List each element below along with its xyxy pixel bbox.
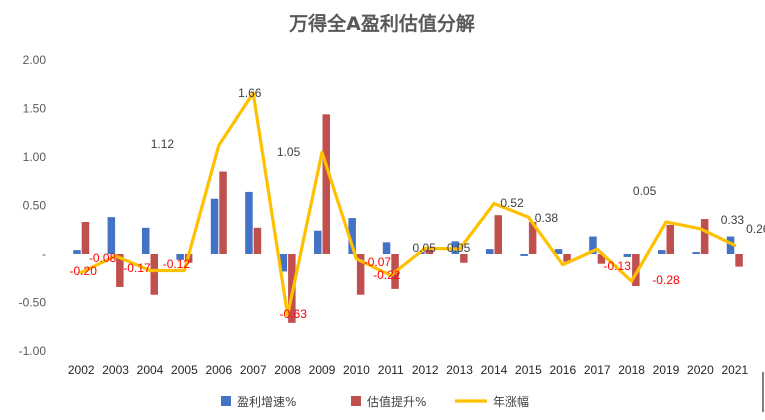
x-tick-label: 2019 — [653, 363, 680, 377]
data-label: -0.63 — [280, 307, 308, 321]
earnings-growth-bar — [142, 227, 150, 254]
data-label: 0.38 — [535, 211, 559, 225]
earnings-growth-bar — [279, 254, 288, 272]
data-label: 0.05 — [413, 241, 437, 255]
y-tick-label: 1.00 — [23, 150, 47, 164]
legend-label: 年涨幅 — [493, 394, 529, 409]
line-series-group — [79, 91, 737, 317]
data-label: -0.20 — [70, 264, 98, 278]
x-tick-label: 2010 — [343, 363, 370, 377]
legend: 盈利增速% 估值提升% 年涨幅 — [221, 394, 529, 409]
y-axis: 2.00 1.50 1.00 0.50 - -0.50 -1.00 — [19, 53, 47, 358]
earnings-growth-bar — [348, 218, 356, 254]
x-tick-label: 2015 — [515, 363, 542, 377]
data-label: -0.22 — [373, 268, 401, 282]
data-labels-group: -0.20-0.08 -0.17 -0.12 1.12 1.66 -0.63 1.05 -0.… — [70, 86, 765, 321]
valuation-change-bar — [563, 254, 571, 262]
x-tick-label: 2016 — [549, 363, 576, 377]
data-label: -0.12 — [163, 257, 191, 271]
earnings-growth-bar — [589, 236, 597, 254]
data-label: -0.07 — [364, 255, 392, 269]
valuation-change-bar — [632, 254, 640, 287]
x-tick-label: 2002 — [68, 363, 95, 377]
valuation-change-bar — [356, 254, 365, 295]
valuation-change-bar — [494, 215, 502, 254]
valuation-change-bar — [253, 227, 262, 254]
data-label: -0.08 — [89, 251, 117, 265]
data-label: 0.05 — [447, 241, 471, 255]
data-label: 0.26 — [746, 222, 765, 236]
y-tick-label: -1.00 — [19, 344, 47, 358]
y-tick-label: 1.50 — [23, 102, 47, 116]
data-label: 1.12 — [151, 137, 175, 151]
valuation-change-bar — [735, 254, 743, 267]
earnings-growth-bar — [658, 250, 666, 254]
x-tick-label: 2003 — [102, 363, 129, 377]
earnings-growth-bar — [554, 249, 563, 254]
legend-label: 估值提升% — [367, 394, 426, 409]
earnings-growth-bar — [486, 249, 494, 254]
earnings-growth-bar — [245, 191, 253, 254]
legend-swatch-earnings — [221, 396, 231, 406]
earnings-growth-bar — [176, 254, 184, 260]
x-tick-label: 2021 — [721, 363, 748, 377]
x-tick-label: 2017 — [584, 363, 611, 377]
data-label: -0.17 — [123, 261, 151, 275]
valuation-change-bar — [460, 254, 468, 263]
earnings-growth-bar — [210, 198, 219, 254]
data-label: -0.28 — [652, 273, 680, 287]
valuation-change-bar — [597, 254, 606, 264]
x-tick-label: 2005 — [171, 363, 198, 377]
valuation-change-bar — [81, 221, 90, 254]
legend-label: 盈利增速% — [237, 395, 296, 409]
valuation-change-bar — [150, 254, 158, 295]
annual-return-line — [79, 91, 737, 317]
data-label: -0.13 — [604, 259, 632, 273]
x-tick-label: 2008 — [274, 363, 301, 377]
x-tick-label: 2004 — [137, 363, 164, 377]
earnings-growth-bar — [107, 217, 116, 254]
valuation-change-bar — [116, 254, 124, 287]
x-tick-label: 2018 — [618, 363, 645, 377]
valuation-change-bar — [528, 221, 537, 254]
data-label: 1.66 — [238, 86, 262, 100]
x-tick-label: 2006 — [205, 363, 232, 377]
earnings-growth-bar — [382, 242, 391, 254]
x-tick-label: 2007 — [240, 363, 267, 377]
x-tick-label: 2009 — [309, 363, 336, 377]
x-tick-label: 2013 — [446, 363, 473, 377]
earnings-growth-bar — [623, 254, 632, 257]
valuation-change-bar — [219, 171, 227, 254]
data-label: 0.52 — [500, 196, 524, 210]
valuation-change-bar — [666, 224, 674, 254]
earnings-growth-bar — [726, 236, 735, 254]
y-tick-label: 2.00 — [23, 53, 47, 67]
x-axis: 2002 2003 2004 2005 2006 2007 2008 2009 2010 2011… — [68, 363, 749, 377]
earnings-growth-bar — [73, 250, 81, 254]
valuation-change-bar — [700, 219, 709, 254]
valuation-change-bar — [425, 249, 434, 254]
data-label: 1.05 — [277, 145, 301, 159]
x-tick-label: 2020 — [687, 363, 714, 377]
y-tick-label: 0.50 — [23, 199, 47, 213]
x-tick-label: 2011 — [378, 363, 404, 377]
legend-swatch-valuation — [351, 396, 361, 406]
y-tick-label: - — [42, 247, 46, 261]
earnings-growth-bar — [520, 254, 528, 256]
data-label: 0.33 — [721, 213, 745, 227]
earnings-growth-bar — [692, 252, 700, 254]
data-label: 0.05 — [633, 184, 657, 198]
y-tick-label: -0.50 — [19, 296, 47, 310]
x-tick-label: 2012 — [412, 363, 439, 377]
valuation-change-bar — [322, 114, 330, 254]
x-tick-label: 2014 — [481, 363, 508, 377]
chart-title: 万得全A盈利估值分解 — [288, 12, 475, 35]
earnings-growth-bar — [314, 230, 322, 254]
